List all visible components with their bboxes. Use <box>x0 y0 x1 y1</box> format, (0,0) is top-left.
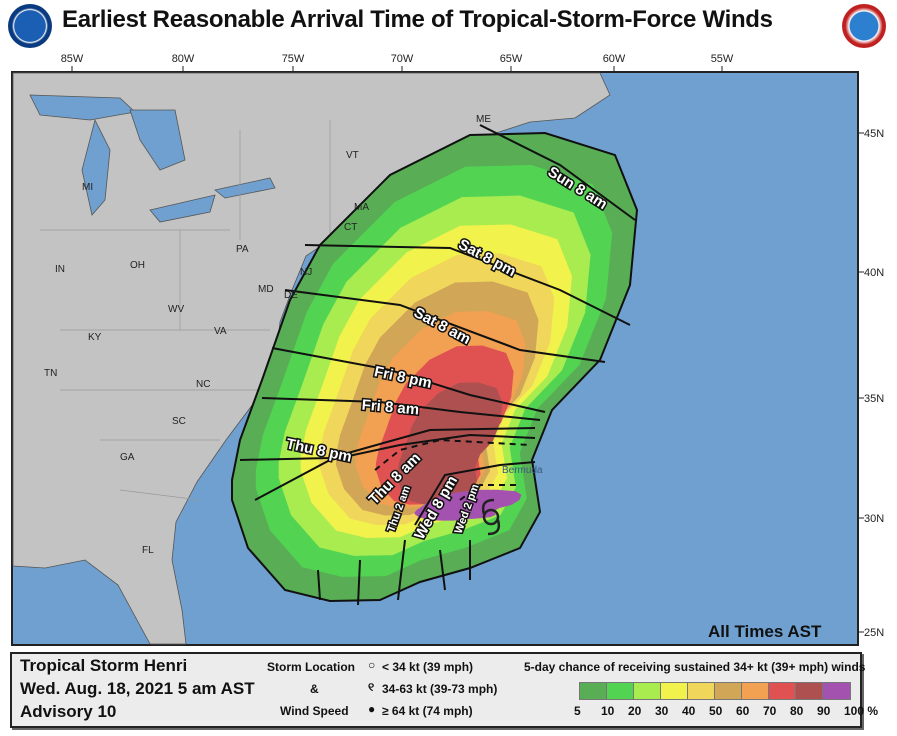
circle-icon: ○ <box>368 658 376 672</box>
times-note: All Times AST <box>708 622 822 641</box>
probability-swatch <box>687 682 716 700</box>
state-label: MA <box>354 202 369 213</box>
tropical-storm-icon: ୧ <box>368 680 375 694</box>
state-label: SC <box>172 416 186 427</box>
lon-label: 85W <box>61 53 84 65</box>
probability-title: 5-day chance of receiving sustained 34+ … <box>524 660 866 674</box>
time-label: Fri 8 am <box>361 397 420 419</box>
state-label: ME <box>476 114 491 125</box>
key-item: < 34 kt (39 mph) <box>382 660 474 674</box>
state-label: VA <box>214 326 227 337</box>
state-label: MI <box>82 182 93 193</box>
probability-swatch <box>660 682 689 700</box>
state-label: VT <box>346 150 359 161</box>
probability-swatch <box>741 682 770 700</box>
lon-label: 70W <box>391 53 414 65</box>
lat-label: 45N <box>864 128 884 140</box>
lon-label: 55W <box>711 53 734 65</box>
page-title: Earliest Reasonable Arrival Time of Trop… <box>62 6 773 33</box>
state-label: NC <box>196 379 210 390</box>
probability-tick: 40 <box>682 704 696 718</box>
state-label: CT <box>344 222 357 233</box>
legend: Tropical Storm Henri Wed. Aug. 18, 2021 … <box>10 652 878 728</box>
probability-tick: 20 <box>628 704 642 718</box>
probability-tick: 100 % <box>844 704 879 718</box>
state-label: KY <box>88 332 102 343</box>
key-item: 34-63 kt (39-73 mph) <box>382 682 498 696</box>
state-label: WV <box>168 304 184 315</box>
lon-label: 75W <box>282 53 305 65</box>
probability-tick: 90 <box>817 704 831 718</box>
wind-probability-swath <box>232 133 637 601</box>
probability-tick: 30 <box>655 704 669 718</box>
lon-label: 65W <box>500 53 523 65</box>
lat-label: 25N <box>864 627 884 639</box>
nws-logo <box>842 4 886 48</box>
probability-tick: 60 <box>736 704 750 718</box>
probability-swatch <box>795 682 824 700</box>
probability-tick: 5 <box>574 704 581 718</box>
lat-label: 40N <box>864 267 884 279</box>
probability-tick: 50 <box>709 704 723 718</box>
advisory-date: Wed. Aug. 18, 2021 5 am AST <box>20 679 255 698</box>
key-label: & <box>310 682 319 696</box>
probability-swatch <box>579 682 608 700</box>
state-label: PA <box>236 244 249 255</box>
probability-swatch <box>714 682 743 700</box>
probability-swatch <box>633 682 662 700</box>
state-label: NJ <box>300 267 312 278</box>
state-label: MD <box>258 284 274 295</box>
state-label: TN <box>44 368 57 379</box>
hurricane-icon: ● <box>368 702 376 716</box>
probability-tick: 70 <box>763 704 777 718</box>
state-label: IN <box>55 264 65 275</box>
storm-icon <box>481 498 501 536</box>
place-label: Bermuda <box>502 465 543 476</box>
probability-swatch <box>606 682 635 700</box>
advisory-number: Advisory 10 <box>20 702 117 721</box>
noaa-logo <box>8 4 52 48</box>
lat-label: 35N <box>864 393 884 405</box>
state-label: DE <box>284 290 298 301</box>
key-item: ≥ 64 kt (74 mph) <box>382 704 473 718</box>
lon-label: 60W <box>603 53 626 65</box>
state-label: GA <box>120 452 135 463</box>
state-label: OH <box>130 260 145 271</box>
lon-label: 80W <box>172 53 195 65</box>
key-label: Storm Location <box>267 660 356 674</box>
probability-tick: 80 <box>790 704 804 718</box>
probability-swatch <box>822 682 851 700</box>
lat-label: 30N <box>864 513 884 525</box>
swath-band <box>414 489 522 521</box>
state-label: FL <box>142 545 154 556</box>
key-label: Wind Speed <box>280 704 349 718</box>
probability-tick: 10 <box>601 704 615 718</box>
storm-name: Tropical Storm Henri <box>20 656 188 675</box>
probability-swatch <box>768 682 797 700</box>
